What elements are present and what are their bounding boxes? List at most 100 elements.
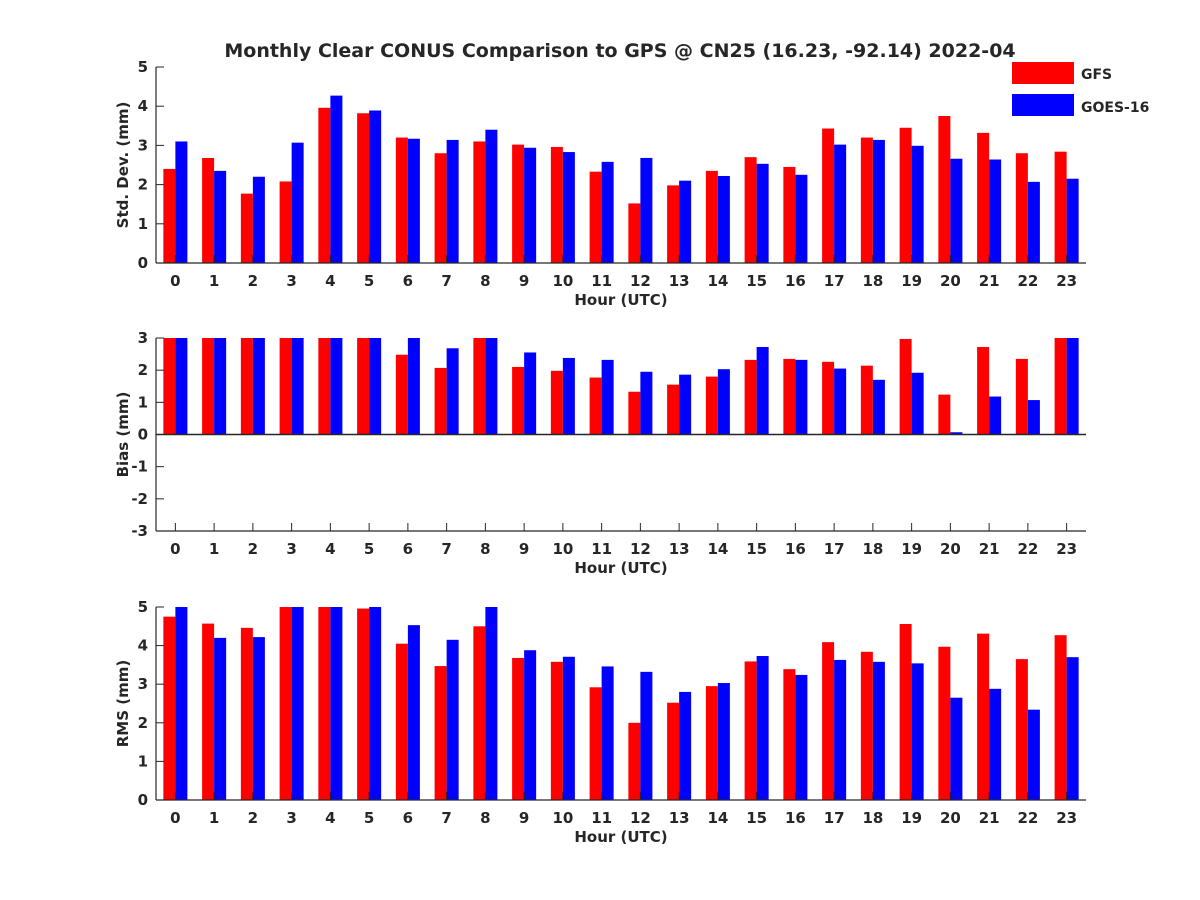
bias-x-tick-label: 21 <box>979 540 1000 558</box>
bias-bar-goes16-hour-1 <box>214 338 227 435</box>
rms-y-tick-label: 0 <box>138 791 148 809</box>
rms-bar-gfs-hour-0 <box>163 616 176 800</box>
rms-bar-goes16-hour-2 <box>252 637 265 800</box>
bias-bar-gfs-hour-6 <box>395 354 408 435</box>
std-dev-bar-gfs-hour-18 <box>860 137 873 263</box>
rms-y-axis-label: RMS (mm) <box>114 660 132 747</box>
rms-x-tick-label: 16 <box>785 809 806 827</box>
std-dev-x-tick-label: 5 <box>364 272 374 290</box>
bias-bar-goes16-hour-17 <box>834 368 847 435</box>
std-dev-x-tick-label: 12 <box>630 272 651 290</box>
rms-x-tick-label: 2 <box>248 809 258 827</box>
std-dev-bar-gfs-hour-14 <box>705 170 718 263</box>
bias-x-tick-label: 0 <box>170 540 180 558</box>
std-dev-bar-goes16-hour-18 <box>872 139 885 263</box>
std-dev-bar-gfs-hour-21 <box>977 132 990 263</box>
rms-bar-gfs-hour-10 <box>550 661 563 800</box>
std-dev-bar-goes16-hour-10 <box>562 152 575 263</box>
bias-x-tick-label: 14 <box>707 540 728 558</box>
rms-bar-gfs-hour-14 <box>705 686 718 800</box>
bias-bar-goes16-hour-19 <box>911 372 924 435</box>
bias-bar-gfs-hour-7 <box>434 367 447 435</box>
bias-bar-goes16-hour-9 <box>524 352 537 435</box>
std-dev-x-tick-label: 0 <box>170 272 180 290</box>
bias-x-tick-label: 3 <box>286 540 296 558</box>
rms-bar-goes16-hour-13 <box>679 691 692 800</box>
rms-bar-goes16-hour-11 <box>601 666 614 800</box>
rms-x-tick-label: 22 <box>1017 809 1038 827</box>
bias-x-tick-label: 18 <box>862 540 883 558</box>
rms-x-tick-label: 12 <box>630 809 651 827</box>
bias-bar-goes16-hour-8 <box>485 338 498 435</box>
bias-bar-goes16-hour-16 <box>795 359 808 435</box>
std-dev-bar-gfs-hour-5 <box>357 113 370 263</box>
bias-x-tick-label: 23 <box>1056 540 1077 558</box>
rms-x-tick-label: 14 <box>707 809 728 827</box>
std-dev-y-tick-label: 4 <box>138 97 148 115</box>
std-dev-bar-gfs-hour-2 <box>240 193 253 263</box>
rms-bar-gfs-hour-6 <box>395 643 408 800</box>
bias-bar-goes16-hour-15 <box>756 347 769 435</box>
std-dev-bar-gfs-hour-3 <box>279 181 292 263</box>
std-dev-bar-gfs-hour-4 <box>318 107 331 264</box>
rms-bar-gfs-hour-15 <box>744 661 757 800</box>
bias-x-tick-label: 8 <box>480 540 490 558</box>
legend-swatch-goes16 <box>1012 94 1074 116</box>
std-dev-bar-goes16-hour-12 <box>640 157 653 263</box>
std-dev-bar-gfs-hour-9 <box>512 144 525 263</box>
std-dev-bar-gfs-hour-22 <box>1015 153 1028 263</box>
rms-x-axis-label: Hour (UTC) <box>574 828 667 846</box>
std-dev-bar-gfs-hour-23 <box>1054 151 1067 263</box>
std-dev-bar-gfs-hour-10 <box>550 146 563 263</box>
bias-bar-gfs-hour-17 <box>822 361 835 435</box>
legend-label-goes16: GOES-16 <box>1081 100 1149 116</box>
std-dev-x-tick-label: 1 <box>209 272 219 290</box>
rms-bar-goes16-hour-21 <box>989 688 1002 800</box>
std-dev-x-tick-label: 8 <box>480 272 490 290</box>
rms-bar-goes16-hour-20 <box>950 697 963 800</box>
std-dev-x-tick-label: 13 <box>669 272 690 290</box>
bias-bar-gfs-hour-18 <box>860 365 873 435</box>
rms-x-tick-label: 17 <box>824 809 845 827</box>
legend-label-gfs: GFS <box>1081 67 1112 83</box>
bias-bar-goes16-hour-13 <box>679 374 692 435</box>
std-dev-bar-goes16-hour-14 <box>717 175 730 263</box>
std-dev-y-tick-label: 2 <box>138 176 148 194</box>
std-dev-bar-gfs-hour-11 <box>589 171 602 263</box>
bias-bar-gfs-hour-4 <box>318 338 331 435</box>
rms-bar-goes16-hour-14 <box>717 683 730 800</box>
bias-bar-gfs-hour-5 <box>357 338 370 435</box>
bias-bar-goes16-hour-23 <box>1066 338 1079 435</box>
rms-bar-gfs-hour-23 <box>1054 635 1067 800</box>
std-dev-x-tick-label: 10 <box>552 272 573 290</box>
bias-bar-goes16-hour-11 <box>601 359 614 435</box>
rms-x-tick-label: 10 <box>552 809 573 827</box>
rms-x-tick-label: 19 <box>901 809 922 827</box>
bias-bar-gfs-hour-0 <box>163 338 176 435</box>
rms-bar-goes16-hour-7 <box>446 639 459 800</box>
bias-bar-goes16-hour-2 <box>252 338 265 435</box>
bias-x-tick-label: 17 <box>824 540 845 558</box>
bias-bar-goes16-hour-12 <box>640 371 653 435</box>
std-dev-x-tick-label: 3 <box>286 272 296 290</box>
legend-swatch-gfs <box>1012 62 1074 84</box>
bias-bar-gfs-hour-9 <box>512 366 525 435</box>
bias-x-tick-label: 1 <box>209 540 219 558</box>
rms-bar-gfs-hour-19 <box>899 623 912 800</box>
rms-x-tick-label: 5 <box>364 809 374 827</box>
rms-x-tick-label: 20 <box>940 809 961 827</box>
rms-x-tick-label: 6 <box>403 809 413 827</box>
bias-x-tick-label: 11 <box>591 540 612 558</box>
rms-bar-goes16-hour-0 <box>175 607 188 800</box>
std-dev-x-tick-label: 11 <box>591 272 612 290</box>
rms-x-tick-label: 3 <box>286 809 296 827</box>
bias-bar-gfs-hour-13 <box>667 384 680 435</box>
std-dev-x-tick-label: 2 <box>248 272 258 290</box>
rms-x-tick-label: 18 <box>862 809 883 827</box>
rms-bar-gfs-hour-12 <box>628 722 641 800</box>
bias-bar-goes16-hour-6 <box>407 338 420 435</box>
std-dev-x-tick-label: 22 <box>1017 272 1038 290</box>
rms-bar-gfs-hour-5 <box>357 608 370 800</box>
